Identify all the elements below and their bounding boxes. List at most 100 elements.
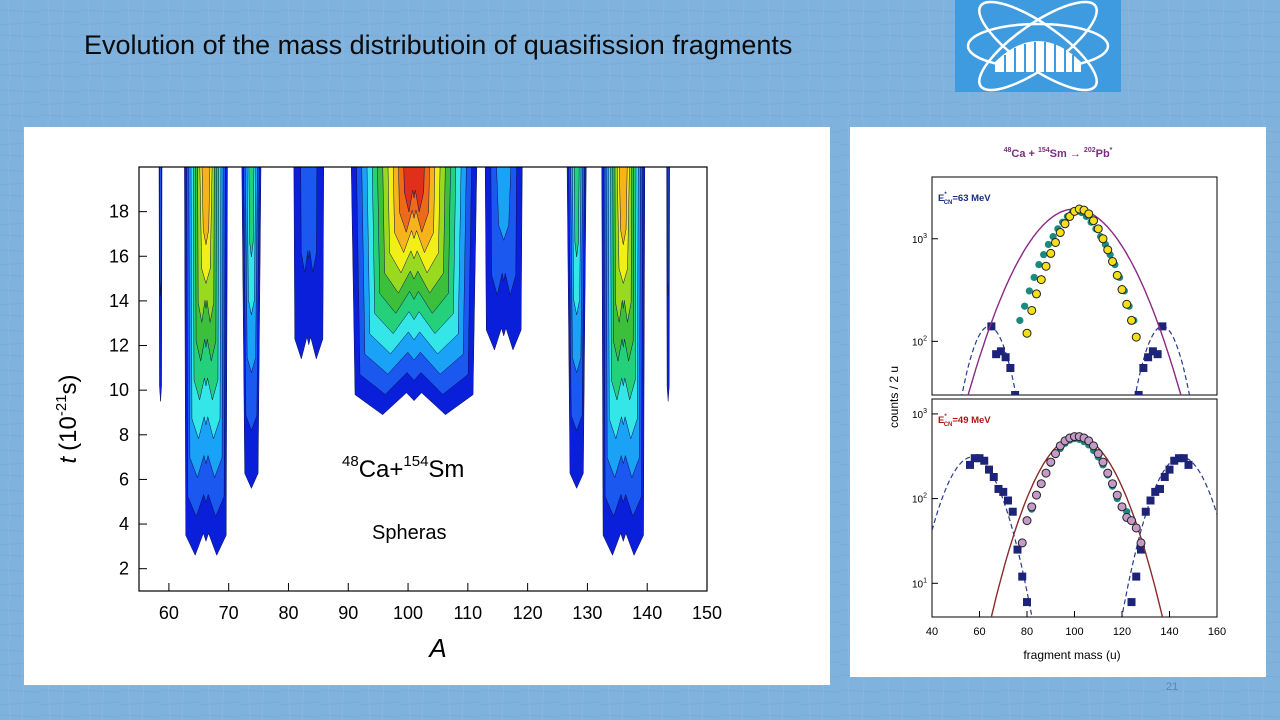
square-data-point — [1175, 454, 1183, 463]
yellow-data-point — [1098, 234, 1108, 244]
yellow-data-point — [1051, 237, 1060, 247]
x-tick-label: 80 — [1021, 626, 1033, 638]
contour-peak — [350, 166, 478, 416]
square-data-point — [1001, 353, 1010, 362]
y-label-variable: t — [55, 456, 82, 464]
y-tick-label: 10 — [109, 380, 129, 400]
mass-x-ticks: 40 60 80 100 120 140 160 — [926, 611, 1226, 638]
title-p-mass: 48 — [1004, 147, 1012, 154]
model-label: Spheras — [372, 522, 447, 544]
contour-peak — [158, 166, 163, 402]
energy-post: =49 MeV — [952, 415, 991, 426]
square-data-point — [1153, 350, 1162, 359]
square-data-point — [996, 347, 1005, 356]
y-label-unit: s) — [55, 374, 82, 394]
tick-exponent: 2 — [923, 493, 927, 500]
yellow-data-point — [1036, 275, 1046, 285]
contour-peaks-layer — [158, 166, 670, 556]
mass-distribution-panel: 48Ca + 154Sm → 202Pb* 103 102 E* CN=63 MeV … — [850, 127, 1266, 677]
y-tick-label: 103 — [912, 233, 927, 246]
y-label-exponent: -21 — [53, 394, 70, 416]
contour-peak — [184, 166, 228, 556]
y-tick-label: 12 — [109, 336, 129, 356]
reaction-projectile-mass: 48 — [342, 453, 359, 470]
contour-peak — [484, 166, 523, 351]
contour-level — [300, 166, 318, 273]
reaction-target: Sm — [428, 456, 464, 483]
x-tick-label: 80 — [278, 603, 298, 623]
x-tick-label: 100 — [1065, 626, 1083, 638]
x-tick-label: 40 — [926, 626, 938, 638]
mass-x-axis-label: fragment mass (u) — [1023, 648, 1120, 662]
pink-data-point — [1046, 457, 1056, 467]
pink-data-point — [1027, 502, 1037, 512]
square-data-point — [975, 454, 984, 463]
yellow-data-point — [1093, 224, 1103, 234]
yellow-data-point — [1032, 289, 1041, 299]
tick-exponent: 3 — [923, 233, 927, 240]
contour-peak — [293, 166, 325, 360]
tick-base: 10 — [912, 337, 924, 348]
y-tick-label: 6 — [119, 469, 129, 489]
energy-post: =63 MeV — [952, 193, 991, 204]
teal-data-point — [1025, 287, 1033, 295]
square-data-point — [1158, 322, 1167, 331]
yellow-data-point — [1060, 219, 1070, 229]
contour-level — [403, 166, 425, 213]
pink-data-point — [1098, 457, 1108, 467]
teal-data-point — [1030, 273, 1038, 282]
square-data-point — [1151, 487, 1160, 496]
slide-title: Evolution of the mass distributioin of q… — [84, 30, 793, 60]
energy-label: E* CN=49 MeV — [938, 414, 991, 428]
reaction-projectile: Ca — [359, 456, 390, 483]
pink-data-point — [1093, 449, 1103, 459]
pink-data-point — [1089, 441, 1098, 451]
contour-level — [248, 166, 255, 258]
square-data-point — [1184, 460, 1193, 469]
reaction-joiner: + — [389, 456, 403, 483]
pink-data-point — [1036, 479, 1046, 489]
pink-data-point — [1117, 502, 1127, 512]
solid-fit-curve — [990, 435, 1164, 617]
x-tick-label: 140 — [632, 603, 662, 623]
square-data-point — [1170, 456, 1179, 465]
contour-y-ticks: 2 4 6 8 10 12 14 16 18 — [109, 202, 147, 579]
title-arrow: → — [1067, 148, 1084, 160]
teal-data-point — [1021, 302, 1029, 310]
x-tick-label: 120 — [1113, 626, 1131, 638]
title-cn: Pb — [1096, 148, 1110, 160]
pink-data-point — [1022, 516, 1032, 526]
square-data-point — [1013, 545, 1022, 554]
yellow-data-point — [1131, 332, 1141, 342]
contour-plot-panel: 60 70 80 90 100 110 120 130 140 150 2 4 6 8 10 12 14 16 1… — [24, 127, 830, 685]
yellow-data-point — [1046, 248, 1056, 258]
y-tick-label: 16 — [109, 246, 129, 266]
yellow-data-point — [1103, 245, 1113, 255]
pink-data-point — [1051, 449, 1060, 459]
square-data-point — [1127, 598, 1136, 607]
page-number: 21 — [1166, 681, 1179, 693]
title-p: Ca — [1011, 148, 1026, 160]
title-t: Sm — [1050, 148, 1067, 160]
yellow-data-point — [1055, 228, 1065, 238]
teal-data-point — [1016, 316, 1024, 325]
square-data-point — [999, 487, 1008, 496]
mass-y-axis-label: counts / 2 u — [887, 366, 901, 428]
square-data-point — [1018, 572, 1027, 581]
y-tick-label: 102 — [912, 335, 927, 348]
contour-level — [573, 166, 580, 258]
square-data-point — [987, 322, 996, 331]
contour-level — [159, 166, 162, 296]
x-tick-label: 150 — [692, 603, 722, 623]
contour-plot: 60 70 80 90 100 110 120 130 140 150 2 4 6 8 10 12 14 16 1… — [53, 166, 722, 663]
contour-plot-frame — [138, 166, 708, 592]
title-star: * — [1110, 147, 1113, 154]
subplot-content — [932, 432, 1217, 617]
pink-data-point — [1032, 490, 1041, 500]
subplot-content — [961, 204, 1191, 395]
tick-exponent: 2 — [923, 335, 927, 342]
x-tick-label: 120 — [513, 603, 543, 623]
square-data-point — [985, 465, 993, 474]
square-data-point — [994, 484, 1003, 493]
